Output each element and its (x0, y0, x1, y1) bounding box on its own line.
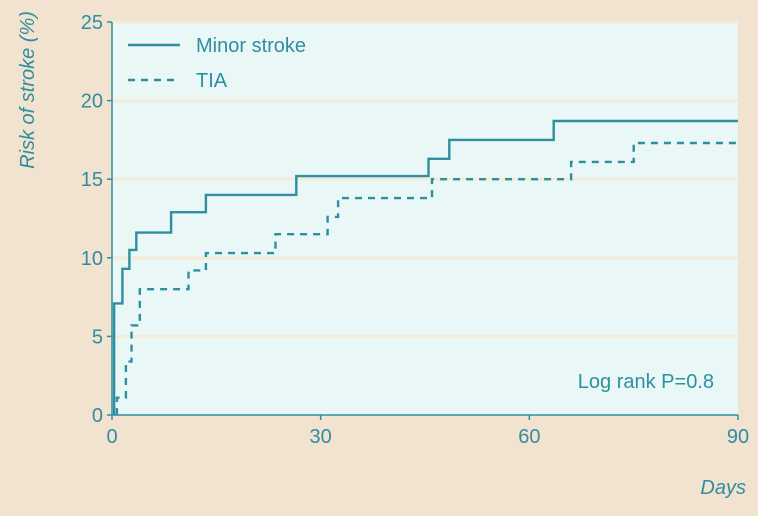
y-tick-label: 15 (81, 169, 103, 191)
x-tick-label: 0 (106, 426, 117, 448)
legend-label-minor-stroke: Minor stroke (196, 35, 306, 57)
x-tick-label: 60 (518, 426, 540, 448)
gridlines (112, 20, 738, 338)
legend: Minor stroke TIA (128, 35, 306, 92)
plot-area (112, 22, 738, 415)
x-tick-label: 90 (727, 426, 749, 448)
x-axis-label: Days (700, 477, 746, 499)
y-tick-label: 10 (81, 248, 103, 270)
x-tick-label: 30 (310, 426, 332, 448)
series-line-tia (115, 141, 738, 415)
series-lines (112, 119, 738, 415)
legend-label-tia: TIA (196, 70, 228, 92)
series-line-minor-stroke (112, 119, 738, 415)
axes: 0 5 10 15 20 25 0 30 60 90 (81, 12, 749, 448)
y-axis-label: Risk of stroke (%) (17, 11, 39, 169)
y-tick-label: 0 (92, 405, 103, 427)
y-tick-label: 20 (81, 91, 103, 113)
y-tick-label: 25 (81, 12, 103, 34)
log-rank-annotation: Log rank P=0.8 (578, 371, 714, 393)
y-tick-label: 5 (92, 326, 103, 348)
